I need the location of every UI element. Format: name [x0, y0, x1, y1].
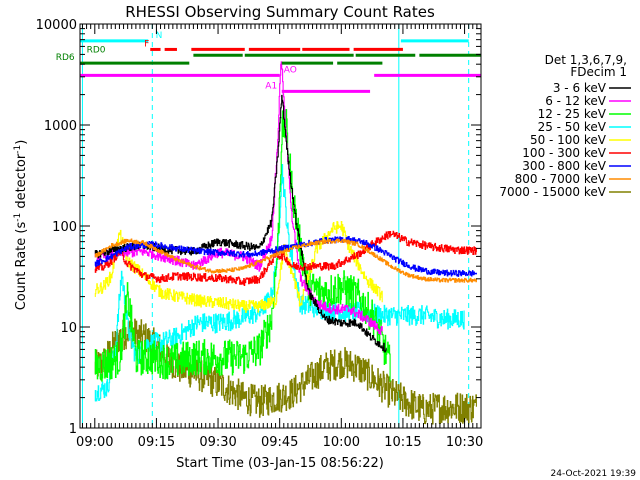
data-series — [94, 61, 477, 425]
y-axis-label-sup2: -1 — [13, 145, 23, 154]
x-tick-label-2: 09:30 — [199, 435, 236, 450]
x-tick-label-1: 09:15 — [138, 435, 175, 450]
series-line-2 — [94, 109, 391, 382]
y-tick-label-4: 10000 — [36, 18, 77, 33]
legend-entry-label-2: 12 - 25 keV — [538, 107, 607, 121]
flag-bars: NF RD0 RD6 AO A1 — [56, 31, 481, 93]
series-line-5 — [94, 230, 477, 287]
y-tick-label-1: 10 — [60, 321, 77, 336]
legend-entry-label-0: 3 - 6 keV — [553, 81, 607, 95]
legend-entry-label-6: 300 - 800 keV — [522, 159, 606, 173]
y-axis-label-mid: detector — [14, 153, 29, 213]
flag-ao-label: AO — [284, 65, 297, 75]
y-tick-label-3: 1000 — [44, 119, 77, 134]
flag-a1-label: A1 — [265, 81, 277, 91]
flag-rd6-label: RD6 — [56, 53, 75, 63]
y-axis-label: Count Rate (s-1 detector-1) — [13, 140, 29, 311]
y-tick-label-0: 1 — [69, 422, 77, 437]
legend-header-1: FDecim 1 — [570, 65, 627, 79]
x-tick-label-0: 09:00 — [76, 435, 113, 450]
legend-entry-label-4: 50 - 100 keV — [530, 133, 607, 147]
x-axis-label: Start Time (03-Jan-15 08:56:22) — [176, 456, 384, 471]
y-axis-label-sup1: -1 — [13, 213, 23, 222]
y-tick-label-2: 100 — [52, 220, 77, 235]
x-tick-label-4: 10:00 — [323, 435, 360, 450]
legend-entry-label-3: 25 - 50 keV — [538, 120, 607, 134]
flag-n-label: N — [156, 31, 163, 41]
y-axis-label-main: Count Rate (s — [14, 222, 29, 311]
plot-axes: 1 10 100 1000 10000 09:00 09:15 09:30 09:45 10:00… — [36, 18, 484, 450]
y-axis-label-end: ) — [14, 140, 29, 145]
legend-entry-label-5: 100 - 300 keV — [522, 146, 606, 160]
flag-rd0-label: RD0 — [87, 45, 106, 55]
x-tick-label-3: 09:45 — [261, 435, 298, 450]
flag-f-label: F — [144, 39, 149, 49]
legend-entry-label-8: 7000 - 15000 keV — [499, 185, 606, 199]
x-tick-label-5: 10:15 — [384, 435, 421, 450]
chart-title: RHESSI Observing Summary Count Rates — [125, 3, 435, 21]
series-line-6 — [94, 235, 477, 277]
series-line-1 — [94, 61, 383, 335]
x-tick-label-6: 10:30 — [446, 435, 483, 450]
legend-header-0: Det 1,3,6,7,9, — [545, 53, 627, 67]
legend-entry-label-7: 800 - 7000 keV — [515, 172, 607, 186]
series-line-7 — [94, 238, 477, 283]
legend-entry-label-1: 6 - 12 keV — [545, 94, 607, 108]
footer-timestamp: 24-Oct-2021 19:39 — [551, 469, 637, 479]
